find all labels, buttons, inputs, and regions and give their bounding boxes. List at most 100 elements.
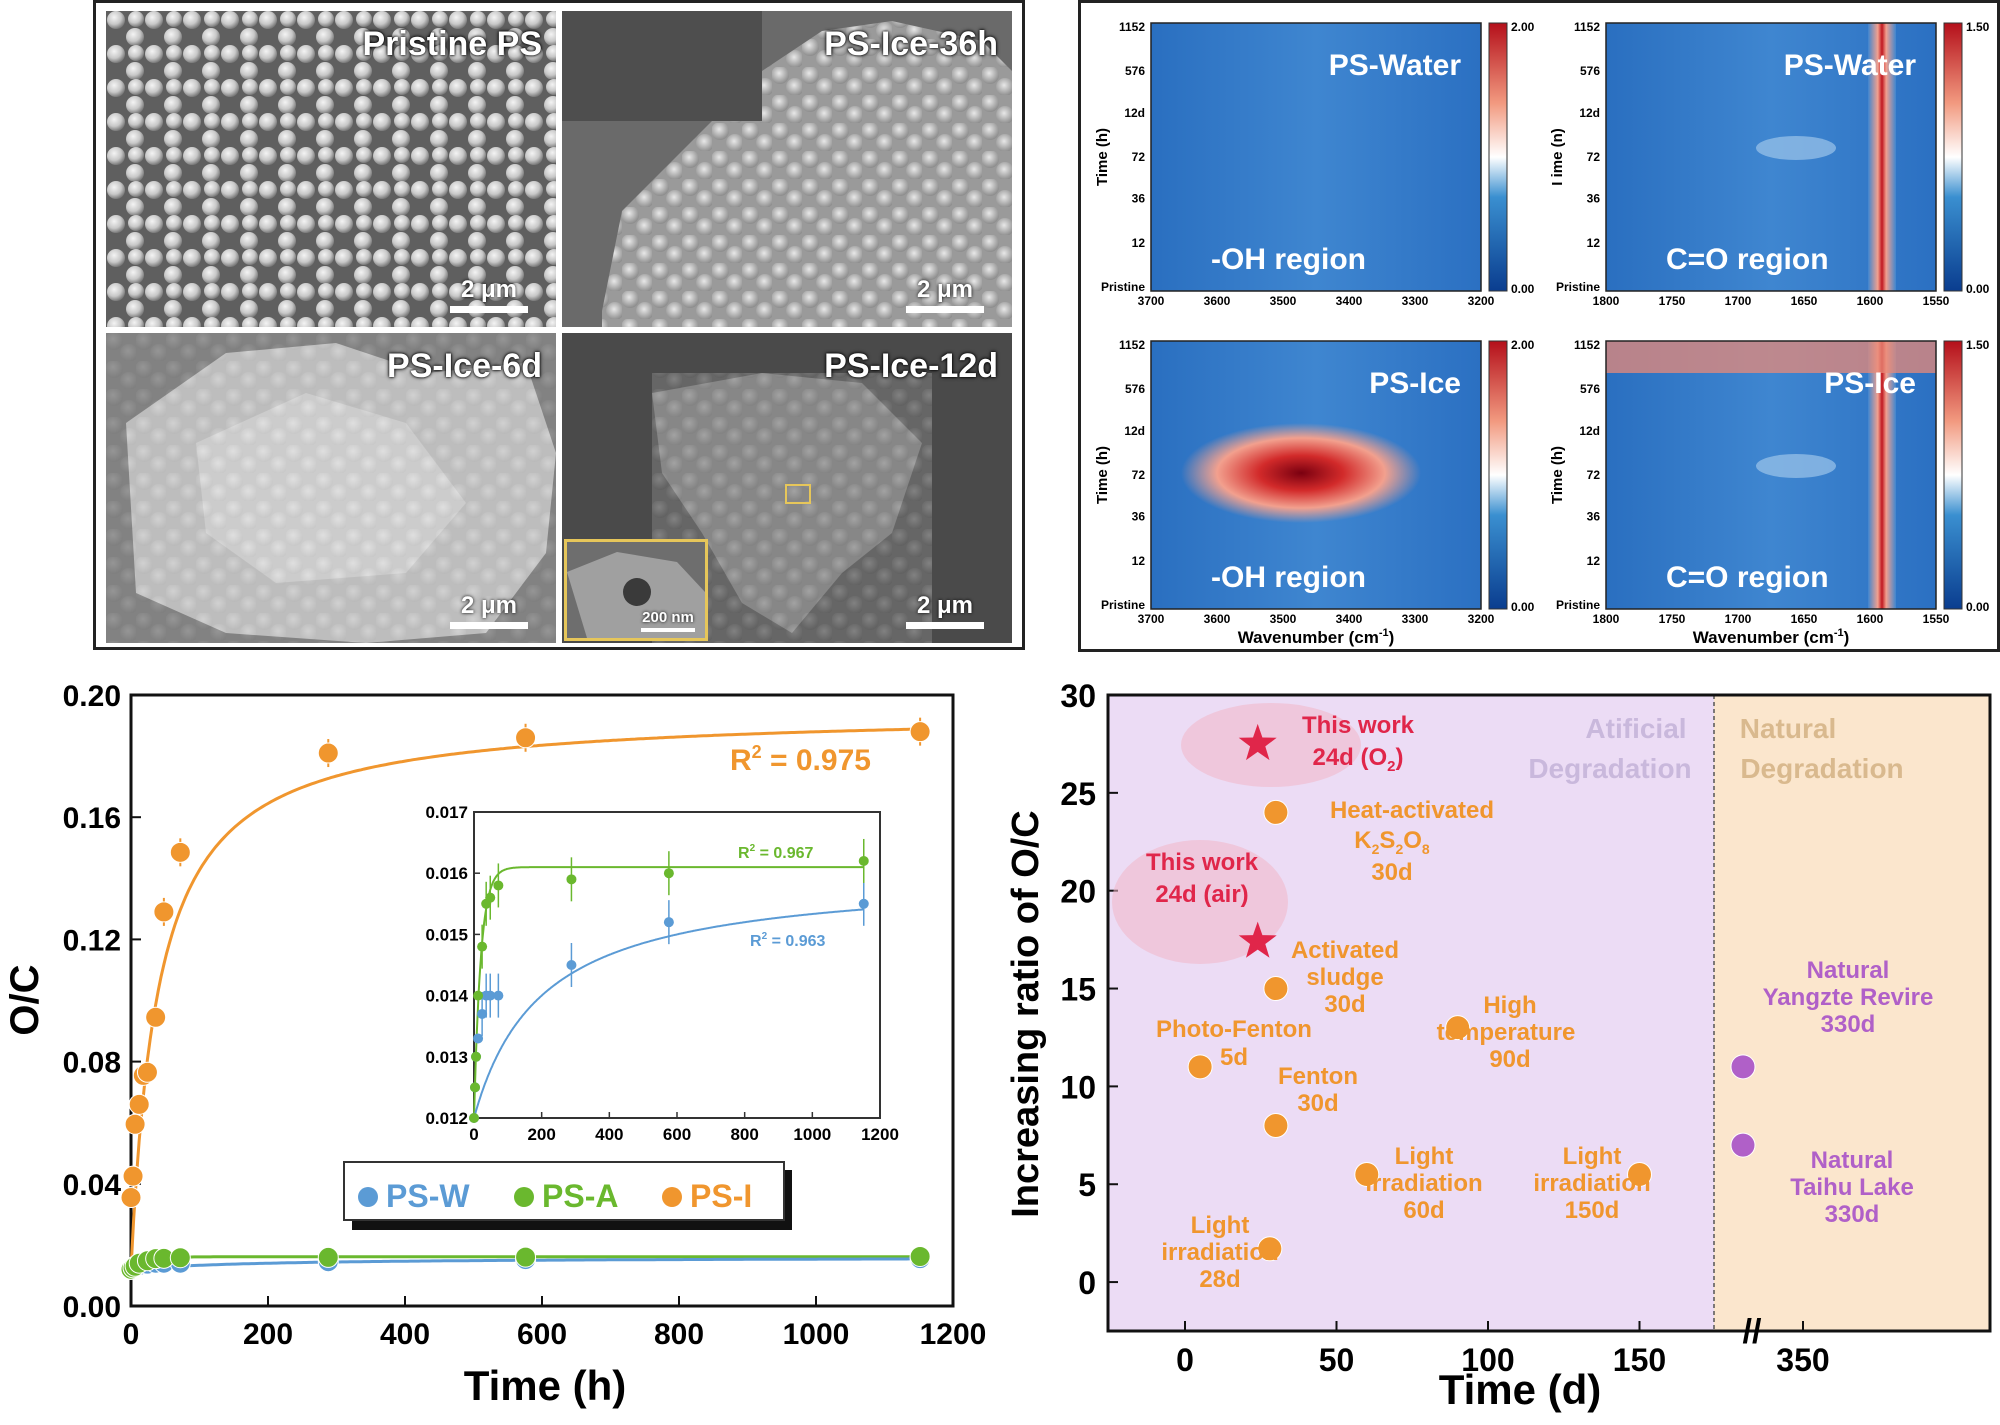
x-tick-label: 1000 xyxy=(783,1318,850,1351)
oc-chart: 0 200 400 600 800 1000 1200 0.00 0.04 0.08 0.12 0.1… xyxy=(3,680,987,1409)
label-this-work-air: This work xyxy=(1146,849,1259,876)
label-light-28d: Light xyxy=(1191,1212,1250,1239)
colorbar-max: 2.00 xyxy=(1511,338,1535,352)
scale-bar: 200 nm xyxy=(641,609,695,632)
inset-y-tick-label: 0.014 xyxy=(425,987,468,1006)
region-natural xyxy=(1714,695,1990,1331)
inset-point-ps-a xyxy=(858,855,869,866)
ir-map-panel: 2.00 0.00 1152 576 12d 72 36 12 Pristine 3700 3600… xyxy=(1078,0,2000,652)
legend-label-ps-a: PS-A xyxy=(542,1178,618,1214)
colorbar-max: 1.50 xyxy=(1966,20,1990,34)
x-tick-label: 200 xyxy=(243,1318,293,1351)
y-tick-label: 25 xyxy=(1060,776,1096,812)
inset-point-ps-a xyxy=(493,880,504,891)
inset-y-tick-label: 0.017 xyxy=(425,803,468,822)
inset-frame xyxy=(473,811,881,1119)
data-point-artificial xyxy=(1263,799,1289,825)
time-tick-label: 72 xyxy=(1587,468,1601,482)
label-this-work-air-line2: 24d (air) xyxy=(1155,881,1248,908)
sem-panel-pristine: Pristine PS 2 μm xyxy=(106,11,556,327)
x-tick-label: 1200 xyxy=(920,1318,987,1351)
label-taihu-line3: 330d xyxy=(1825,1201,1880,1228)
legend: PS-W PS-A PS-I xyxy=(343,1161,792,1230)
wavenumber-tick-label: 1650 xyxy=(1791,612,1818,626)
data-point-ps-i xyxy=(317,742,339,764)
y-tick-label: 0.08 xyxy=(63,1047,121,1080)
label-taihu: Natural xyxy=(1811,1147,1894,1174)
highlight-air xyxy=(1112,840,1288,964)
wavenumber-tick-label: 1750 xyxy=(1659,612,1686,626)
legend-marker-ps-w xyxy=(358,1187,378,1207)
y-tick-label: 0.00 xyxy=(63,1291,121,1324)
data-point-ps-a xyxy=(909,1246,931,1268)
ir-sample-label: PS-Water xyxy=(1784,49,1917,82)
label-fenton-line2: 30d xyxy=(1297,1090,1338,1117)
y-tick-label: 5 xyxy=(1078,1167,1096,1203)
heatmap-faint-spot xyxy=(1756,454,1836,478)
ir-y-axis-label: Time (h) xyxy=(1549,446,1566,504)
label-photo-fenton-line2: 5d xyxy=(1220,1044,1248,1071)
star-marker xyxy=(1238,921,1277,958)
wavenumber-tick-label: 1800 xyxy=(1593,612,1620,626)
label-this-work-o2: This work xyxy=(1302,712,1415,739)
axis-break: // xyxy=(1743,1313,1762,1351)
inset-point-ps-w xyxy=(473,1033,484,1044)
y-tick-label: 0.12 xyxy=(63,924,121,957)
time-tick-label: 576 xyxy=(1580,382,1600,396)
wavenumber-tick-label: 1650 xyxy=(1791,294,1818,308)
label-high-temperature: High xyxy=(1483,992,1536,1019)
x-tick-label: 400 xyxy=(380,1318,430,1351)
label-high-temperature-line2: temperature xyxy=(1437,1019,1576,1046)
label-high-temperature-line3: 90d xyxy=(1489,1046,1530,1073)
wavenumber-tick-label: 3500 xyxy=(1270,294,1297,308)
inset-x-tick-label: 0 xyxy=(469,1125,478,1144)
heatmap-band xyxy=(1868,341,1896,609)
sem-label: PS-Ice-36h xyxy=(824,25,998,63)
ir-y-axis-label: Time (h) xyxy=(1094,128,1111,186)
ir-sample-label: PS-Ice xyxy=(1369,367,1461,400)
x-tick-label: 0 xyxy=(1176,1342,1194,1378)
sem-inset-image xyxy=(567,542,705,638)
ir-region-label: -OH region xyxy=(1211,561,1366,594)
label-light-150d-line3: 150d xyxy=(1565,1197,1620,1224)
ir-sample-label: PS-Ice xyxy=(1824,367,1916,400)
legend-marker-ps-a xyxy=(514,1187,534,1207)
time-tick-label: 12 xyxy=(1132,554,1146,568)
heatmap-faint-spot xyxy=(1756,136,1836,160)
time-tick-label: 1152 xyxy=(1574,20,1600,34)
heatmap-hotspot xyxy=(1181,423,1421,523)
sem-image-36h xyxy=(562,11,1012,327)
colorbar-min: 0.00 xyxy=(1966,282,1990,296)
time-tick-label: 72 xyxy=(1132,150,1146,164)
wavenumber-tick-label: 3200 xyxy=(1468,612,1495,626)
sem-image-6d xyxy=(106,333,556,643)
inset-point-ps-a xyxy=(473,990,484,1001)
inset-point-ps-a xyxy=(471,1051,482,1062)
heatmap-band xyxy=(1868,23,1896,291)
colorbar xyxy=(1943,340,1963,610)
data-point-ps-i xyxy=(136,1061,158,1083)
data-point-ps-i xyxy=(909,721,931,743)
data-point-artificial xyxy=(1445,1015,1471,1041)
colorbar-max: 2.00 xyxy=(1511,20,1535,34)
ir-x-axis-label: Wavenumber (cm-1) xyxy=(1238,627,1395,647)
y-axis-label: O/C xyxy=(3,964,47,1035)
inset-point-ps-w xyxy=(477,1008,488,1019)
sem-label: Pristine PS xyxy=(362,25,542,63)
time-tick-label: Pristine xyxy=(1101,598,1145,612)
data-point-artificial xyxy=(1263,976,1289,1002)
wavenumber-tick-label: 1750 xyxy=(1659,294,1686,308)
inset-point-ps-a xyxy=(470,1082,481,1093)
data-point-ps-a xyxy=(169,1247,191,1269)
r2-annotation: R2 = 0.975 xyxy=(730,742,871,777)
label-light-60d-line3: 60d xyxy=(1403,1197,1444,1224)
ir-sample-label: PS-Water xyxy=(1329,49,1462,82)
data-point-natural xyxy=(1730,1054,1756,1080)
x-tick-label: 800 xyxy=(654,1318,704,1351)
label-yangtze-line3: 330d xyxy=(1821,1011,1876,1038)
sem-image-grid: Pristine PS 2 μm PS-Ice-36h 2 μm xyxy=(93,0,1025,650)
time-tick-label: 1152 xyxy=(1119,338,1145,352)
